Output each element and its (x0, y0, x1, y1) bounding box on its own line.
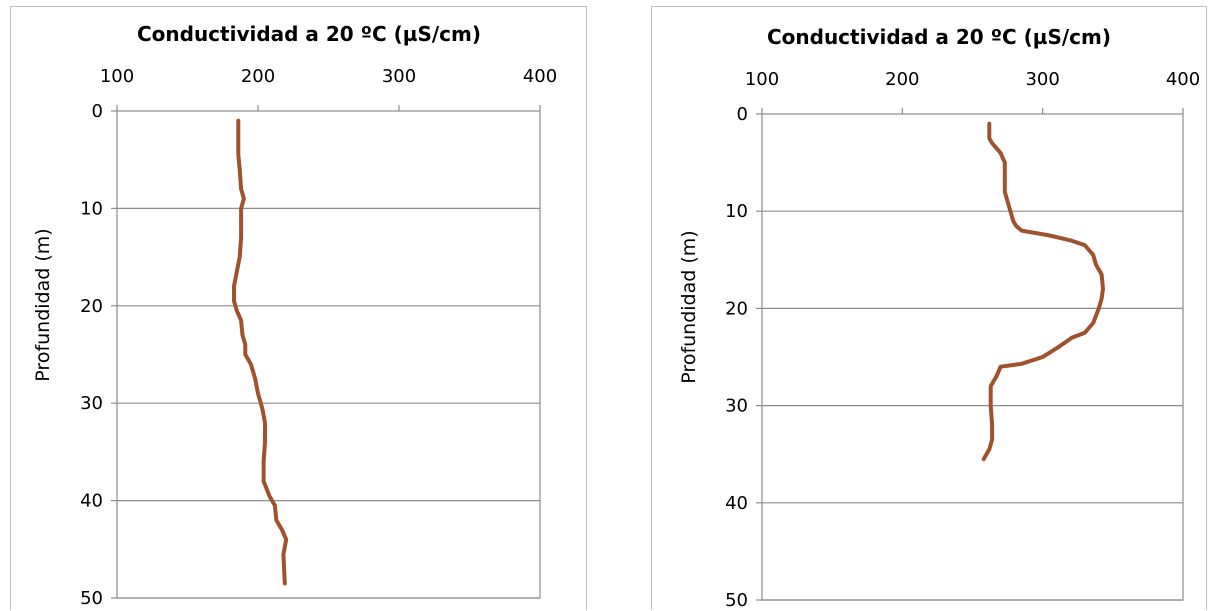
chart-left-x-tick-label: 100 (100, 66, 134, 87)
chart-left-svg: 100 200 300 400 0 10 20 30 40 50 Conductividad a 2… (32, 22, 557, 609)
chart-right-svg: 100 200 300 400 0 10 20 30 40 50 Conductividad a 2… (678, 25, 1200, 611)
chart-left-y-tick-label: 30 (80, 393, 103, 414)
chart-left-series-line (232, 118, 289, 586)
chart-right-series-line (981, 121, 1105, 462)
chart-right-x-tick-label: 100 (745, 69, 779, 90)
chart-right-x-tick-label: 400 (1166, 69, 1200, 90)
chart-left-y-tick-label: 0 (92, 101, 103, 122)
chart-left-title: Conductividad a 20 ºC (µS/cm) (137, 22, 481, 46)
chart-left-y-axis-label: Profundidad (m) (32, 228, 54, 381)
chart-left-x-tick-label: 200 (241, 66, 275, 87)
chart-left: 100 200 300 400 0 10 20 30 40 50 Conductividad a 2… (10, 6, 587, 610)
chart-right: 100 200 300 400 0 10 20 30 40 50 Conductividad a 2… (651, 6, 1207, 611)
chart-left-y-tick-label: 20 (80, 296, 103, 317)
chart-right-y-tick-label: 30 (725, 396, 748, 417)
chart-left-y-tick-label: 10 (80, 198, 103, 219)
chart-right-y-tick-label: 50 (725, 590, 748, 611)
chart-left-x-tick-label: 300 (382, 66, 416, 87)
chart-right-plot-area (761, 113, 1184, 601)
chart-right-y-axis-label: Profundidad (m) (678, 230, 700, 383)
chart-left-plot-area (116, 110, 541, 599)
chart-left-x-tick-label: 400 (523, 66, 557, 87)
chart-right-y-tick-label: 20 (725, 298, 748, 319)
chart-left-y-tick-label: 50 (80, 588, 103, 609)
chart-right-title: Conductividad a 20 ºC (µS/cm) (767, 25, 1111, 49)
chart-right-y-tick-label: 0 (737, 104, 748, 125)
chart-right-y-tick-label: 10 (725, 201, 748, 222)
chart-right-x-tick-label: 300 (1025, 69, 1059, 90)
chart-right-x-tick-label: 200 (885, 69, 919, 90)
chart-left-y-tick-label: 40 (80, 491, 103, 512)
chart-right-y-tick-label: 40 (725, 493, 748, 514)
